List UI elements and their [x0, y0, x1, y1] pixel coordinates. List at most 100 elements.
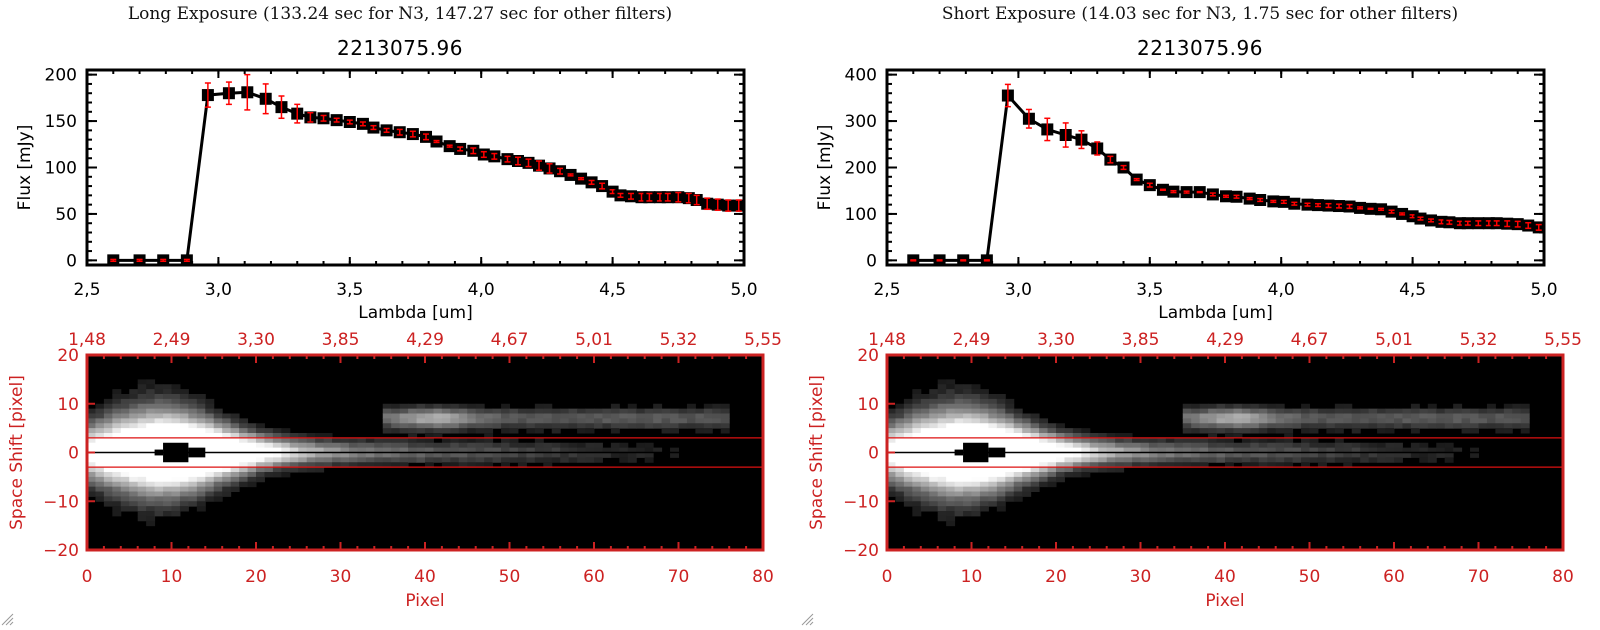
image-pixel [179, 398, 189, 405]
image-pixel [1199, 447, 1209, 453]
image-pixel [264, 467, 274, 473]
image-pixel [188, 486, 198, 492]
image-pixel [979, 408, 989, 414]
image-pixel [1199, 452, 1209, 458]
image-pixel [912, 476, 922, 483]
image-pixel [1225, 418, 1234, 424]
image-pixel [1030, 457, 1040, 463]
x-tick-label: 30 [330, 567, 352, 587]
image-pixel [903, 491, 913, 497]
image-pixel [315, 433, 325, 439]
image-pixel [1284, 433, 1294, 439]
y-axis-label: Flux [mJy] [815, 125, 835, 211]
image-pixel [137, 394, 147, 400]
image-pixel [146, 501, 156, 507]
image-pixel [971, 413, 981, 419]
image-pixel [912, 403, 922, 410]
image-pixel [87, 491, 96, 497]
image-pixel [534, 447, 544, 453]
image-pixel [1495, 413, 1505, 419]
image-pixel [929, 476, 939, 483]
image-pixel [458, 457, 468, 463]
image-pixel [903, 472, 913, 478]
image-pixel [179, 413, 189, 419]
resize-grip-icon[interactable] [800, 612, 814, 626]
image-pixel [272, 462, 282, 468]
image-pixel [137, 433, 147, 439]
image-pixel [315, 452, 325, 458]
image-pixel [154, 472, 164, 478]
image-pixel [1309, 423, 1319, 429]
image-pixel [129, 476, 139, 483]
image-pixel [95, 428, 105, 434]
image-pixel [903, 428, 913, 434]
image-pixel [120, 437, 130, 444]
image-pixel [971, 491, 981, 497]
image-pixel [996, 437, 1006, 444]
image-pixel [1334, 447, 1344, 453]
image-pixel [256, 452, 265, 458]
image-pixel [551, 408, 561, 414]
image-pixel [1013, 447, 1023, 453]
image-pixel [281, 447, 291, 453]
resize-grip-icon[interactable] [0, 612, 14, 626]
image-pixel [937, 423, 947, 429]
x-tick-label: 30 [1130, 567, 1152, 587]
image-pixel [619, 423, 629, 429]
image-pixel [653, 423, 663, 429]
image-pixel [1174, 437, 1184, 444]
image-pixel [963, 437, 972, 444]
image-pixel [382, 403, 392, 410]
image-pixel [87, 418, 96, 424]
image-pixel [946, 423, 956, 429]
image-pixel [929, 418, 939, 424]
image-pixel [979, 403, 989, 410]
image-pixel [154, 476, 164, 483]
image-pixel [1427, 423, 1437, 429]
image-pixel [543, 418, 553, 424]
image-pixel [467, 447, 477, 453]
image-pixel [188, 472, 198, 478]
image-pixel [509, 423, 519, 429]
image-pixel [205, 476, 215, 483]
y-tick-label: 300 [845, 112, 877, 132]
x-tick-label: 80 [1552, 567, 1574, 587]
image-pixel [213, 418, 223, 424]
image-pixel [1284, 462, 1294, 468]
image-pixel [87, 481, 96, 488]
image-pixel [670, 408, 679, 414]
image-pixel [163, 486, 172, 492]
image-pixel [196, 423, 206, 429]
image-pixel [433, 452, 443, 458]
image-pixel [146, 403, 156, 410]
image-pixel [1478, 413, 1488, 419]
image-pixel [441, 462, 451, 468]
image-pixel [1385, 423, 1395, 429]
image-pixel [937, 403, 947, 410]
image-pixel [912, 462, 922, 468]
image-pixel [87, 442, 96, 449]
image-pixel [996, 506, 1006, 512]
image-pixel [137, 462, 147, 468]
image-pixel [526, 413, 536, 419]
image-pixel [1512, 413, 1522, 419]
image-pixel [929, 496, 939, 502]
image-pixel [971, 428, 981, 434]
image-pixel [1039, 428, 1049, 434]
image-pixel [256, 428, 265, 434]
image-pixel [695, 428, 705, 434]
image-pixel [1275, 442, 1285, 449]
image-pixel [1284, 423, 1294, 429]
image-pixel [1132, 437, 1141, 444]
image-pixel [1343, 408, 1353, 414]
image-pixel [1056, 452, 1065, 458]
image-pixel [1512, 423, 1522, 429]
image-pixel [551, 457, 561, 463]
image-pixel [1216, 418, 1226, 424]
image-pixel [1427, 403, 1437, 410]
image-pixel [1520, 423, 1530, 429]
image-pixel [306, 433, 316, 439]
image-pixel [1284, 428, 1294, 434]
image-pixel [289, 462, 299, 468]
image-pixel [1360, 418, 1370, 424]
